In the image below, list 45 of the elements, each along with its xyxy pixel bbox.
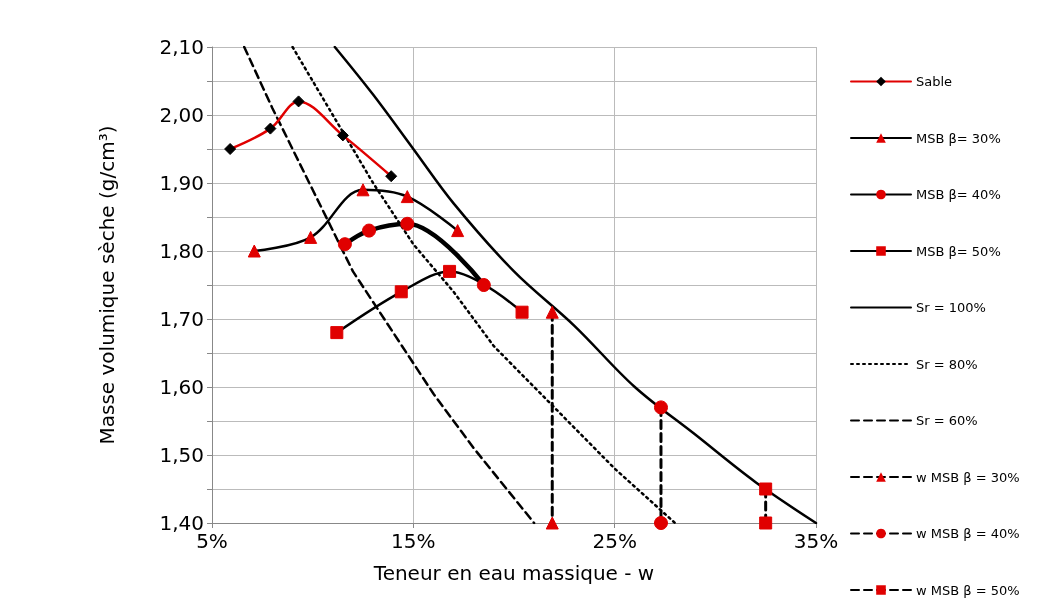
point [385, 170, 398, 183]
y-tick-label: 1,80 [159, 239, 204, 263]
legend-label: w MSB β = 50% [916, 582, 1020, 598]
y-tick-label: 1,50 [159, 443, 204, 467]
legend-label: w MSB β = 40% [916, 526, 1020, 541]
y-tick-label: 1,90 [159, 171, 204, 195]
point [443, 264, 457, 278]
point [394, 285, 408, 299]
y-tick-label: 2,00 [159, 103, 204, 127]
legend-label: Sr = 100% [916, 300, 986, 315]
line-series [242, 45, 536, 525]
x-tick-label: 35% [793, 529, 839, 553]
point [653, 516, 668, 530]
point [451, 224, 465, 238]
legend-label: Sr = 60% [916, 413, 978, 428]
point [337, 237, 352, 252]
legend-label: MSB β= 40% [916, 187, 1001, 202]
y-tick-label: 1,60 [159, 375, 204, 399]
legend-label: Sable [916, 74, 953, 89]
legend-label: w MSB β = 30% [916, 469, 1020, 485]
point [400, 216, 415, 231]
point [292, 95, 305, 108]
point [356, 183, 370, 197]
point [330, 326, 344, 340]
point [759, 482, 773, 496]
y-tick-label: 1,70 [159, 307, 204, 331]
point [653, 400, 668, 415]
x-tick-label: 15% [391, 529, 436, 553]
legend-label: MSB β= 50% [916, 243, 1001, 259]
point [224, 143, 237, 155]
point [336, 129, 349, 142]
legend-label: Sr = 80% [916, 356, 978, 372]
point [362, 223, 377, 238]
point [264, 122, 277, 135]
point [759, 516, 773, 530]
point [400, 190, 414, 204]
y-axis-title: Masse volumique sèche (g/cm³) [95, 125, 119, 445]
point [515, 305, 529, 319]
x-tick-label: 25% [592, 529, 637, 553]
x-axis-title: Teneur en eau massique - w [372, 561, 655, 585]
legend-label: MSB β= 30% [916, 130, 1001, 146]
point [304, 230, 318, 244]
y-tick-label: 2,10 [159, 35, 204, 59]
point [476, 278, 491, 292]
point [247, 244, 261, 258]
